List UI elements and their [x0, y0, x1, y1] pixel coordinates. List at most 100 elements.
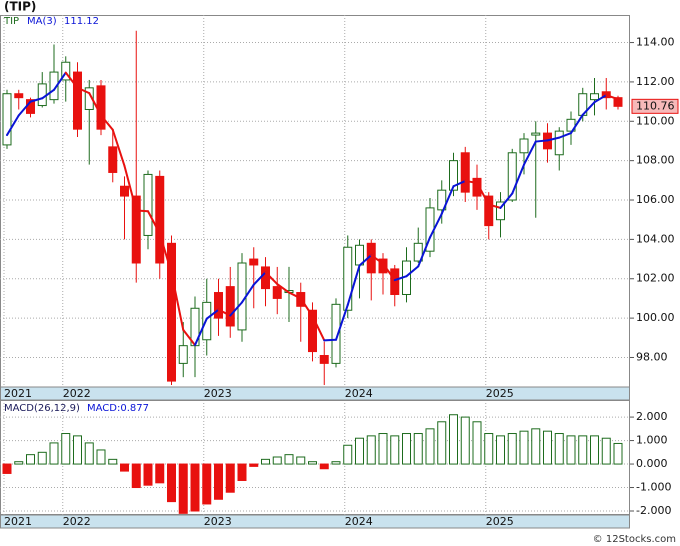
macd-bar — [131, 463, 141, 489]
ma-segment — [546, 136, 561, 142]
candle-body — [519, 138, 529, 154]
last-price-box — [631, 98, 679, 114]
candle-body — [261, 266, 270, 290]
macd-bar — [437, 421, 447, 465]
x-tick-label: 2025 — [486, 387, 514, 400]
copyright: © 12Stocks.com — [593, 534, 676, 545]
candle-body — [49, 71, 59, 101]
x-axis-band — [0, 386, 630, 401]
ma-segment — [476, 181, 490, 206]
macd-bar — [460, 416, 470, 465]
ma-segment — [241, 283, 255, 304]
candle-body — [73, 71, 82, 130]
macd-bar — [190, 463, 200, 512]
x-tick-label: 2022 — [63, 515, 91, 528]
y-tick-label: 110.00 — [636, 114, 675, 127]
ma-segment — [299, 297, 314, 318]
macd-bar — [402, 433, 411, 465]
macd-bar — [96, 449, 106, 465]
y-tick-label: 114.00 — [636, 36, 675, 49]
candle-body — [507, 152, 517, 201]
y-tick-label: 108.00 — [636, 154, 675, 167]
y-tick-label: 106.00 — [636, 193, 675, 206]
y-tick-label: 102.00 — [636, 272, 675, 285]
macd-bar — [249, 463, 259, 467]
legend-symbol: TIP — [3, 16, 19, 27]
candle-body — [155, 175, 165, 264]
macd-bar — [225, 463, 235, 493]
ma-segment — [276, 283, 290, 294]
macd-bar — [472, 421, 482, 465]
ma-segment — [264, 271, 279, 286]
ma-segment — [405, 265, 420, 278]
y-tick-label: 2.000 — [636, 410, 668, 423]
x-tick-label: 2024 — [345, 387, 373, 400]
macd-bar — [531, 428, 541, 465]
candle-body — [472, 177, 482, 197]
macd-bar — [143, 463, 153, 486]
ma-segment — [534, 139, 549, 143]
macd-bar — [120, 463, 129, 472]
macd-bar — [272, 456, 282, 465]
ma-segment — [570, 113, 584, 135]
candle-body — [108, 146, 118, 173]
macd-bar — [108, 458, 118, 465]
macd-bar — [214, 463, 223, 500]
macd-bar — [378, 433, 388, 465]
ma-segment — [523, 140, 537, 166]
macd-bar — [37, 451, 47, 465]
candle-body — [2, 93, 12, 146]
macd-bar — [202, 463, 212, 505]
candle-body — [554, 130, 564, 156]
ma-segment — [170, 271, 185, 331]
candle-body — [167, 242, 176, 382]
ma-segment — [217, 308, 232, 317]
candle-body — [61, 61, 71, 81]
macd-bar — [84, 442, 94, 465]
macd-bar — [413, 433, 423, 465]
macd-bar — [449, 414, 458, 465]
ma-segment — [205, 308, 220, 320]
candle-body — [214, 292, 223, 319]
macd-bar — [155, 463, 165, 484]
candle-body — [178, 345, 188, 364]
ma-segment — [229, 301, 243, 317]
macd-legend: MACD(26,12,9) — [4, 403, 80, 414]
macd-bar — [543, 430, 552, 465]
x-tick-label: 2022 — [63, 387, 91, 400]
ma-segment — [464, 179, 478, 184]
macd-bar — [496, 435, 505, 465]
candle-body — [249, 258, 259, 266]
macd-legend-label: MACD: — [87, 403, 120, 414]
ma-segment — [64, 71, 79, 89]
candle-body — [131, 195, 141, 264]
ma-segment — [382, 262, 396, 282]
candle-body — [437, 189, 447, 211]
ma-segment — [194, 317, 208, 347]
ma-segment — [487, 203, 502, 209]
x-tick-label: 2023 — [204, 387, 232, 400]
ma-segment — [6, 114, 20, 137]
macd-bar — [308, 461, 317, 465]
last-price-label: 110.76 — [636, 99, 675, 112]
ma-segment — [335, 303, 349, 341]
macd-bar — [49, 442, 59, 465]
macd-bar — [296, 456, 306, 465]
ma-segment — [346, 264, 361, 306]
macd-bar — [261, 458, 270, 465]
y-tick-label: -1.000 — [636, 481, 671, 494]
y-tick-label: 1.000 — [636, 434, 668, 447]
ma-segment — [429, 212, 443, 239]
macd-bar — [566, 435, 576, 465]
ma-segment — [53, 71, 67, 91]
candle-body — [590, 93, 599, 101]
ma-segment — [358, 254, 373, 267]
ma-segment — [499, 192, 514, 209]
y-tick-label: 112.00 — [636, 75, 675, 88]
ma-segment — [29, 97, 44, 103]
macd-bar — [73, 435, 82, 465]
candle-body — [531, 132, 541, 136]
y-tick-label: 104.00 — [636, 232, 675, 245]
macd-bar — [343, 444, 353, 465]
candle-body — [390, 268, 400, 295]
